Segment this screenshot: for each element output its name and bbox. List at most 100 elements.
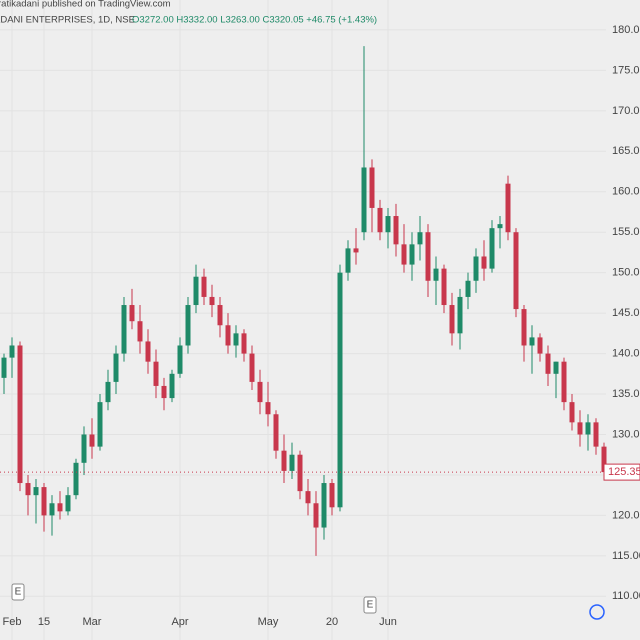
candle-body (377, 207, 383, 233)
candle-body (441, 268, 447, 306)
candle-body (513, 232, 519, 310)
candle-body (489, 228, 495, 269)
candle-body (161, 385, 167, 399)
candle-body (25, 483, 31, 496)
candle-body (401, 244, 407, 265)
y-tick-label: 115.00 (612, 550, 640, 562)
x-tick-label: Jun (379, 616, 397, 628)
last-price-box (603, 463, 640, 481)
last-price-label: 125.35 (608, 466, 640, 478)
y-tick-label: 160.00 (612, 186, 640, 198)
candle-body (41, 487, 47, 516)
candle-body (345, 248, 351, 273)
candle-body (425, 232, 431, 281)
candle-body (1, 357, 7, 378)
candle-body (185, 305, 191, 346)
x-tick-label: Feb (3, 616, 22, 628)
x-tick-label: Apr (171, 616, 188, 628)
x-tick-label: May (258, 616, 279, 628)
y-tick-label: 180.00 (612, 24, 640, 36)
y-tick-label: 170.00 (612, 105, 640, 117)
candle-body (385, 216, 391, 233)
candle-body (281, 450, 287, 471)
candle-body (273, 414, 279, 451)
candle-body (457, 296, 463, 334)
candle-body (505, 183, 511, 233)
candle-body (585, 422, 591, 435)
candle-body (249, 353, 255, 382)
candle-body (105, 381, 111, 403)
candle-body (257, 381, 263, 403)
ohlc-summary: O3272.00 H3332.00 L3263.00 C3320.05 +46.… (132, 15, 377, 26)
candle-body (129, 305, 135, 322)
y-tick-label: 165.00 (612, 145, 640, 157)
candle-body (601, 446, 607, 473)
y-tick-label: 135.00 (612, 388, 640, 400)
event-box (11, 583, 25, 601)
candle-body (81, 434, 87, 463)
x-tick-label: Mar (83, 616, 102, 628)
candle-body (201, 276, 207, 297)
candle-body (9, 345, 15, 358)
candle-body (529, 337, 535, 346)
candle-body (553, 361, 559, 374)
candle-body (369, 167, 375, 208)
candle-body (521, 309, 527, 346)
candle-body (569, 402, 575, 423)
candle-body (561, 361, 567, 403)
candle-body (137, 321, 143, 342)
candle-body (497, 224, 503, 229)
candle-body (313, 503, 319, 528)
logo-icon (589, 604, 605, 620)
candle-body (289, 454, 295, 471)
x-tick-label: 15 (38, 616, 50, 628)
candle-body (65, 495, 71, 512)
candle-body (297, 454, 303, 492)
candle-body (73, 462, 79, 496)
candle-body (113, 353, 119, 382)
x-tick-label: 20 (326, 616, 338, 628)
candle-body (241, 333, 247, 354)
candle-body (393, 216, 399, 245)
candle-body (169, 373, 175, 399)
candle-body (265, 402, 271, 415)
candle-body (465, 280, 471, 297)
candle-body (153, 361, 159, 386)
y-tick-label: 150.00 (612, 267, 640, 279)
candle-body (545, 353, 551, 374)
y-tick-label: 130.00 (612, 428, 640, 440)
candle-body (49, 503, 55, 516)
candle-body (353, 248, 359, 253)
symbol-title: ADANI ENTERPRISES, 1D, NSE (0, 15, 135, 26)
y-tick-label: 120.00 (612, 509, 640, 521)
candle-body (209, 296, 215, 306)
event-box (363, 596, 377, 614)
candle-body (193, 276, 199, 306)
candle-body (57, 503, 63, 512)
candle-body (433, 268, 439, 281)
candle-body (321, 483, 327, 528)
candle-body (305, 491, 311, 504)
candle-body (449, 305, 455, 334)
candle-body (417, 232, 423, 245)
candle-body (481, 256, 487, 269)
candle-body (217, 305, 223, 326)
candle-body (233, 333, 239, 346)
event-marker: E (15, 587, 22, 598)
y-tick-label: 155.00 (612, 226, 640, 238)
y-tick-label: 145.00 (612, 307, 640, 319)
publisher-line: ratikadani published on TradingView.com (0, 0, 171, 10)
candle-body (409, 244, 415, 265)
y-tick-label: 110.00 (612, 590, 640, 602)
candle-body (17, 345, 23, 484)
candle-body (33, 487, 39, 496)
candle-body (225, 325, 231, 346)
candle-body (97, 402, 103, 447)
candle-body (337, 272, 343, 508)
candle-body (473, 256, 479, 281)
y-tick-label: 140.00 (612, 347, 640, 359)
candle-body (89, 434, 95, 447)
candle-body (329, 483, 335, 508)
